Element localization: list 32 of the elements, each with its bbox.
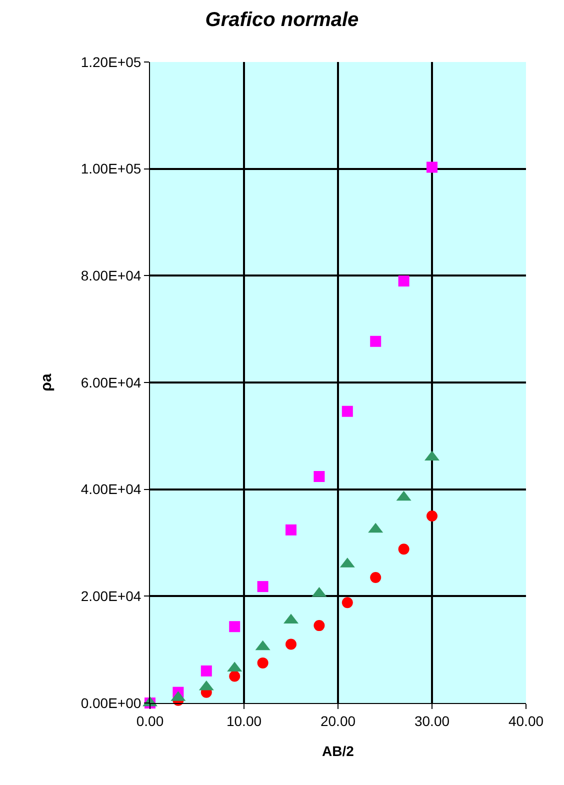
point <box>398 544 410 555</box>
x-axis-title: AB/2 <box>322 743 354 760</box>
x-tick-label: 40.00 <box>508 712 544 729</box>
point <box>370 572 382 583</box>
y-tick-label: 0.00E+00 <box>80 694 142 711</box>
point <box>200 665 212 676</box>
y-tick-label: 1.00E+05 <box>80 160 142 177</box>
x-tick-label: 0.00 <box>136 712 164 729</box>
point <box>426 510 438 522</box>
x-tick-label: 30.00 <box>414 712 450 729</box>
point <box>370 336 382 347</box>
point <box>229 621 240 632</box>
point <box>314 620 325 632</box>
y-tick-label: 6.00E+04 <box>80 374 142 390</box>
y-axis-title: ρa <box>38 373 56 392</box>
x-tick-label: 10.00 <box>226 712 262 729</box>
chart-title: Grafico normale <box>205 8 359 31</box>
y-tick-label: 1.20E+05 <box>80 54 142 70</box>
y-tick-label: 8.00E+04 <box>80 268 142 284</box>
point <box>426 162 438 173</box>
point <box>286 638 296 650</box>
point <box>257 581 268 592</box>
y-tick-label: 4.00E+04 <box>80 481 142 498</box>
point <box>286 524 296 536</box>
point <box>257 657 268 668</box>
x-tick-label: 20.00 <box>320 712 356 729</box>
point <box>342 597 353 608</box>
y-tick-label: 2.00E+04 <box>80 588 142 604</box>
point <box>229 670 240 682</box>
point <box>398 276 410 287</box>
point <box>314 471 325 482</box>
point <box>342 406 353 417</box>
